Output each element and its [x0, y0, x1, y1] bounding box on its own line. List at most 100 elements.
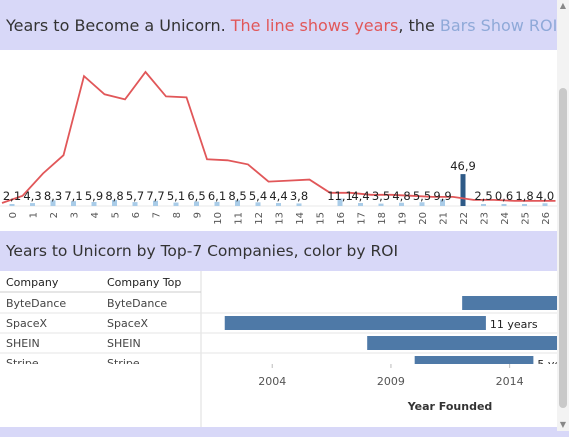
bar-data-label: 7,7 [146, 189, 164, 203]
x-tick-label: 16 [336, 212, 347, 225]
roi-bar [276, 203, 281, 206]
x-tick-label: 24 [500, 212, 511, 225]
roi-bar [419, 202, 425, 206]
scrollbar-thumb[interactable] [559, 88, 567, 408]
roi-bar [153, 200, 158, 206]
x-tick-label: 2014 [496, 375, 524, 388]
roi-bar [235, 200, 240, 206]
roi-bar [460, 174, 466, 206]
roi-bar [255, 202, 261, 206]
top-companies-gantt-chart[interactable]: Company Company Top ByteDance ByteDance Spac… [0, 271, 569, 427]
roi-bar [173, 202, 179, 206]
roi-bar [296, 203, 302, 206]
title-line-note: The line shows years [230, 16, 399, 35]
x-tick-label: 2009 [377, 375, 405, 388]
x-tick-label: 2004 [258, 375, 286, 388]
x-tick-label: 0 [8, 212, 19, 218]
gantt-bar [414, 356, 534, 364]
x-tick-label: 18 [377, 212, 388, 225]
scroll-down-icon[interactable]: ▼ [559, 420, 567, 429]
x-axis-title: Year Founded [407, 400, 493, 413]
title-middle: , the [398, 16, 440, 35]
company-cell: Stripe [6, 357, 39, 370]
roi-bar [542, 203, 548, 206]
bar-data-label: 5,5 [413, 189, 431, 203]
bar-data-label: 8,5 [228, 189, 246, 203]
roi-bar [112, 200, 117, 206]
x-tick-label: 11 [234, 212, 245, 225]
x-tick-label: 19 [398, 212, 409, 225]
vertical-scrollbar[interactable]: ▲ ▼ [557, 0, 569, 431]
gantt-title-band: Years to Unicorn by Top-7 Companies, col… [0, 231, 569, 271]
x-tick-label: 14 [295, 212, 306, 225]
bar-data-label: 3,5 [372, 189, 390, 203]
roi-bar [9, 204, 15, 206]
x-tick-label: 6 [131, 212, 142, 218]
footer-band [0, 427, 569, 437]
roi-bar [337, 198, 343, 206]
gantt-bar-label: 11 years [490, 318, 538, 331]
bar-data-label: 4,4 [351, 189, 369, 203]
years-to-unicorn-chart[interactable]: 2,1 4,3 8,3 7,1 5,9 8,8 5,7 7,7 5,1 6,5 6,1 8,5 5,4 4… [0, 50, 569, 231]
x-tick-label: 4 [90, 212, 101, 218]
bar-data-label: 4,0 [536, 189, 554, 203]
roi-bar [91, 201, 97, 206]
x-tick-label: 25 [521, 212, 532, 225]
bar-data-label: 1,8 [515, 189, 533, 203]
bar-data-label: 3,8 [290, 189, 308, 203]
gantt-bar [224, 316, 486, 330]
bar-data-label: 7,1 [64, 189, 82, 203]
x-tick-label: 2 [49, 212, 60, 218]
roi-bar [399, 202, 404, 206]
company-top-cell: ByteDance [107, 297, 167, 310]
roi-bar [522, 204, 527, 206]
roi-bar [214, 201, 220, 206]
x-tick-label: 21 [439, 212, 450, 225]
x-tick-label: 8 [172, 212, 183, 218]
x-tick-label: 22 [459, 212, 470, 225]
roi-bar [481, 204, 486, 206]
bar-data-label: 2,1 [3, 189, 21, 203]
bar-data-label: 4,4 [269, 189, 287, 203]
chart-title-band: Years to Become a Unicorn. The line show… [0, 0, 569, 50]
bar-data-label: 4,8 [392, 189, 410, 203]
bar-data-label: 5,4 [249, 189, 267, 203]
x-tick-label: 7 [152, 212, 163, 218]
bar-data-label: 0,6 [495, 189, 513, 203]
company-top-cell: SHEIN [107, 337, 141, 350]
bar-data-label: 5,7 [126, 189, 144, 203]
gantt-title: Years to Unicorn by Top-7 Companies, col… [6, 242, 399, 260]
gantt-panel: Company Company Top ByteDance ByteDance Spac… [0, 271, 569, 427]
bar-data-label: 4,3 [23, 189, 41, 203]
scroll-up-icon[interactable]: ▲ [559, 1, 567, 10]
roi-bar [378, 203, 384, 206]
x-tick-label: 23 [480, 212, 491, 225]
company-top-cell: SpaceX [107, 317, 149, 330]
column-header-company: Company [6, 276, 59, 289]
bar-data-label: 46,9 [450, 159, 476, 173]
company-cell: SpaceX [6, 317, 48, 330]
x-tick-label: 26 [541, 212, 552, 225]
title-bar-note: Bars Show ROI [439, 16, 558, 35]
gantt-bar [367, 336, 569, 350]
column-header-company-top: Company Top [107, 276, 181, 289]
x-tick-label: 17 [357, 212, 368, 225]
bar-data-label: 8,8 [105, 189, 123, 203]
years-line [1, 70, 556, 204]
roi-bar [50, 200, 56, 206]
x-tick-label: 20 [418, 212, 429, 225]
gantt-bar [462, 296, 569, 310]
x-tick-label: 1 [29, 212, 40, 218]
bar-data-label: 9,9 [433, 189, 451, 203]
roi-bar [358, 203, 363, 206]
gantt-rows: ByteDance ByteDance SpaceX SpaceX 11 years SH… [0, 296, 569, 371]
x-tick-label: 13 [275, 212, 286, 225]
x-tick-label: 12 [254, 212, 265, 225]
company-cell: SHEIN [6, 337, 40, 350]
x-tick-label: 10 [213, 212, 224, 225]
roi-bar [501, 204, 507, 206]
title-prefix: Years to Become a Unicorn. [6, 16, 231, 35]
bar-data-label: 5,1 [167, 189, 185, 203]
gantt-bar-label: 5 years [537, 358, 569, 371]
roi-bar [71, 201, 76, 206]
